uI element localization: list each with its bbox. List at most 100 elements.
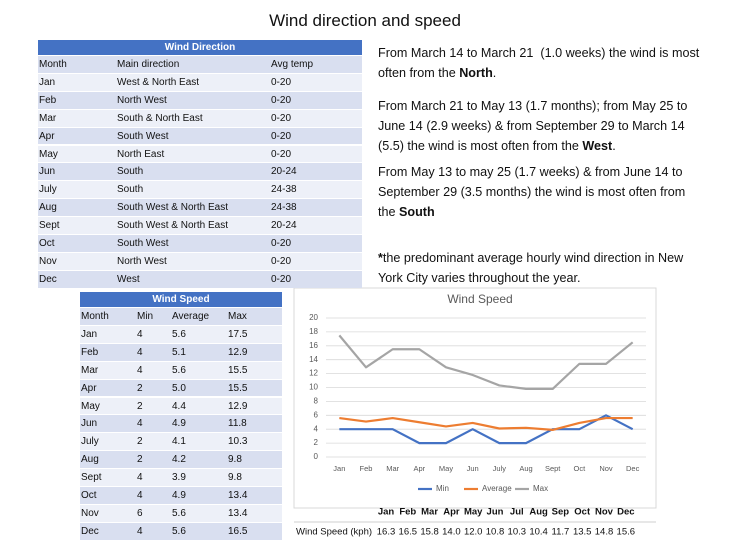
note-bold-text: *	[378, 251, 383, 265]
table-row	[80, 397, 282, 415]
column-header: Avg temp	[271, 59, 314, 70]
summary-value: 15.8	[420, 527, 439, 538]
table-cell: North West	[117, 94, 167, 106]
table-cell: Jan	[39, 76, 56, 88]
series-line	[338, 334, 634, 390]
x-tick-label: Oct	[573, 464, 586, 473]
column-header: Month	[39, 59, 67, 70]
summary-header: Jul	[510, 507, 524, 518]
column-header: Average	[172, 311, 210, 322]
table-row	[80, 469, 282, 486]
table-cell: 4.2	[172, 454, 186, 466]
series-line	[339, 414, 634, 445]
table-cell: 2	[137, 400, 143, 412]
summary-header: Feb	[399, 507, 416, 518]
table-row	[38, 127, 362, 145]
table-cell: 24-38	[271, 202, 297, 214]
table-cell: 11.8	[228, 418, 247, 430]
note-paragraph: From March 21 to May 13 (1.7 months); fr…	[378, 96, 700, 156]
summary-header: Jun	[487, 507, 504, 518]
table-cell: 24-38	[271, 184, 297, 196]
table-cell: 15.5	[228, 364, 248, 376]
note-paragraph: From March 14 to March 21 (1.0 weeks) th…	[378, 43, 700, 83]
note-text: From March 14 to March 21 (1.0 weeks) th…	[378, 46, 703, 80]
note-paragraph: *the predominant average hourly wind dir…	[378, 248, 700, 288]
y-tick-label: 18	[309, 327, 318, 336]
table-cell: 0-20	[271, 76, 292, 88]
table-cell: Dec	[81, 525, 99, 537]
table-cell: 17.5	[228, 328, 248, 340]
table-cell: Mar	[39, 112, 57, 124]
table-cell: 0-20	[271, 94, 292, 106]
table-cell: South	[117, 166, 144, 178]
table-cell: 20-24	[271, 220, 297, 232]
summary-header: Oct	[574, 507, 591, 518]
table-cell: South West & North East	[117, 202, 228, 214]
table-cell: Mar	[81, 364, 99, 376]
y-tick-label: 14	[309, 355, 318, 364]
table-cell: Feb	[81, 346, 99, 358]
table-cell: 12.9	[228, 400, 248, 412]
table-row	[38, 163, 362, 181]
y-tick-label: 12	[309, 369, 318, 378]
note-bold-text: North	[459, 66, 493, 80]
note-text: .	[612, 139, 616, 153]
table-row	[80, 325, 282, 343]
table-cell: 20-24	[271, 166, 297, 178]
table-cell: 4.1	[172, 436, 186, 448]
table-title: Wind Direction	[38, 40, 362, 55]
x-tick-label: Nov	[599, 464, 613, 473]
summary-header: Aug	[529, 507, 548, 518]
table-cell: 4	[137, 364, 143, 376]
table-cell: 5.6	[172, 525, 186, 537]
table-cell: 4.9	[172, 490, 186, 501]
table-row	[38, 217, 362, 234]
table-cell: South West	[117, 238, 169, 249]
table-cell: Sept	[81, 472, 102, 484]
note-text: From March 21 to May 13 (1.7 months); fr…	[378, 99, 691, 153]
table-row	[38, 109, 362, 127]
table-cell: 0-20	[271, 148, 292, 160]
table-cell: Jun	[39, 166, 56, 178]
summary-value: 10.3	[508, 527, 527, 538]
chart: Wind Speed 0 2 4 6 8 10 12 14 16 18 20 Jan Feb Mar Apr M…	[293, 287, 657, 538]
table-cell: 4	[137, 346, 143, 358]
table-title: Wind Speed	[80, 292, 282, 307]
table-cell: Apr	[39, 130, 55, 142]
chart-title: Wind Speed	[447, 292, 512, 306]
x-tick-label: July	[493, 464, 507, 473]
table-cell: 5.0	[172, 382, 186, 394]
table-row	[38, 145, 362, 163]
table-cell: July	[81, 436, 99, 448]
table-cell: Apr	[81, 382, 97, 394]
summary-value: 11.7	[552, 527, 570, 538]
table-cell: 10.3	[228, 436, 248, 448]
table-cell: 0-20	[271, 273, 292, 285]
table-cell: Sept	[39, 220, 60, 232]
table-row	[80, 361, 282, 379]
summary-value: 14.0	[442, 527, 461, 538]
note-text: .	[492, 66, 497, 80]
table-cell: 5.6	[172, 364, 186, 376]
summary-header: Sep	[552, 507, 570, 518]
note-bold-text: West	[582, 139, 613, 153]
table-cell: 0-20	[271, 112, 292, 124]
table-cell: 4.4	[172, 400, 186, 412]
y-tick-label: 4	[314, 424, 319, 433]
summary-header: Nov	[595, 507, 614, 518]
table-row	[80, 343, 282, 361]
summary-row-label: Wind Speed (kph)	[296, 527, 372, 538]
table-cell: 2	[137, 436, 143, 448]
table-cell: 6	[137, 507, 143, 519]
x-tick-label: Feb	[360, 464, 373, 473]
table-cell: 3.9	[172, 472, 186, 484]
x-tick-label: Dec	[626, 464, 640, 473]
summary-value: 15.6	[617, 527, 636, 538]
y-tick-label: 10	[309, 383, 318, 392]
table-row	[80, 487, 282, 504]
table-cell: Jun	[81, 418, 98, 430]
x-tick-label: Apr	[413, 464, 425, 473]
column-header: Max	[228, 311, 247, 322]
table-cell: July	[39, 184, 57, 196]
table-row	[80, 522, 282, 540]
